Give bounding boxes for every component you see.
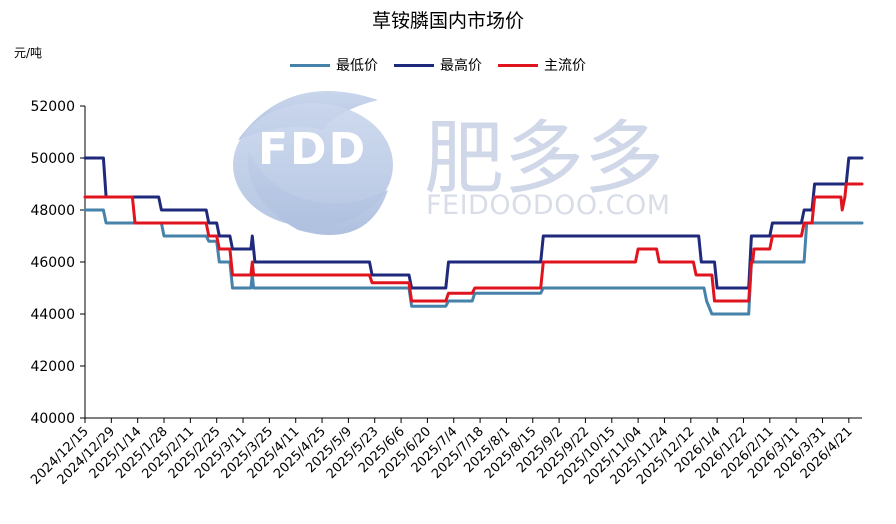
- y-axis-unit: 元/吨: [14, 46, 43, 60]
- y-tick-label: 46000: [30, 255, 75, 271]
- legend-label-main: 主流价: [544, 58, 586, 74]
- watermark: FDD 肥多多 FEIDOODOO.COM: [228, 80, 708, 240]
- y-tick-label: 50000: [30, 151, 75, 167]
- legend-item-main: 主流价: [498, 55, 586, 75]
- watermark-logo-text: FDD: [258, 124, 368, 175]
- legend-swatch-max: [394, 63, 434, 67]
- legend: 最低价 最高价 主流价: [290, 55, 586, 75]
- chart-title: 草铵膦国内市场价: [371, 10, 524, 32]
- legend-swatch-main: [498, 63, 538, 67]
- watermark-brand-en: FEIDOODOO.COM: [426, 190, 671, 221]
- legend-label-max: 最高价: [440, 58, 482, 74]
- legend-label-min: 最低价: [336, 58, 378, 74]
- y-tick-label: 42000: [30, 359, 75, 375]
- y-tick-label: 40000: [30, 411, 75, 427]
- y-tick-label: 44000: [30, 307, 75, 323]
- watermark-brand-cn: 肥多多: [424, 112, 664, 205]
- y-tick-label: 48000: [30, 203, 75, 219]
- legend-swatch-min: [290, 63, 330, 67]
- legend-item-min: 最低价: [290, 55, 378, 75]
- series-line-1: [83, 156, 864, 290]
- series-line-2: [83, 182, 864, 303]
- y-tick-label: 52000: [30, 99, 75, 115]
- watermark-logo-icon: [233, 91, 393, 235]
- legend-item-max: 最高价: [394, 55, 482, 75]
